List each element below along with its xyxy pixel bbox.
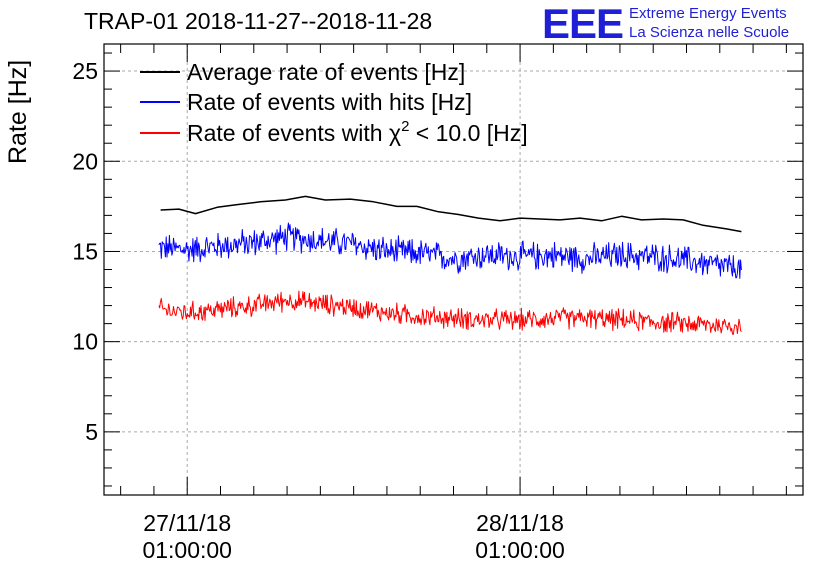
- legend-entry: Rate of events with hits [Hz]: [140, 89, 472, 115]
- eee-logo-line1: Extreme Energy Events: [629, 5, 787, 22]
- series-line-2: [158, 290, 742, 335]
- legend-label: Average rate of events [Hz]: [187, 59, 465, 85]
- y-tick-label: 25: [72, 58, 98, 84]
- legend-entry: Rate of events with χ2 < 10.0 [Hz]: [140, 118, 528, 146]
- x-tick-label-time: 01:00:00: [475, 537, 565, 563]
- y-tick-label: 5: [85, 419, 98, 445]
- legend-label: Rate of events with hits [Hz]: [187, 89, 472, 115]
- y-tick-label: 20: [72, 148, 98, 174]
- x-tick-label-time: 01:00:00: [142, 537, 232, 563]
- legend-label: Rate of events with χ2 < 10.0 [Hz]: [187, 118, 528, 146]
- eee-logo-text: Extreme Energy Events La Scienza nelle S…: [629, 4, 789, 42]
- legend-entry: Average rate of events [Hz]: [140, 59, 465, 85]
- eee-logo-mark: EEE: [542, 0, 624, 47]
- chart-title: TRAP-01 2018-11-27--2018-11-28: [84, 8, 433, 34]
- series-line-0: [160, 195, 742, 233]
- eee-logo-line2: La Scienza nelle Scuole: [629, 24, 790, 41]
- series-line-1: [158, 222, 742, 279]
- eee-logo: EEE Extreme Energy Events La Scienza nel…: [542, 2, 789, 46]
- x-tick-label-date: 27/11/18: [143, 510, 231, 536]
- y-tick-label: 10: [72, 329, 98, 355]
- y-tick-label: 15: [72, 238, 98, 264]
- x-tick-label-date: 28/11/18: [476, 510, 564, 536]
